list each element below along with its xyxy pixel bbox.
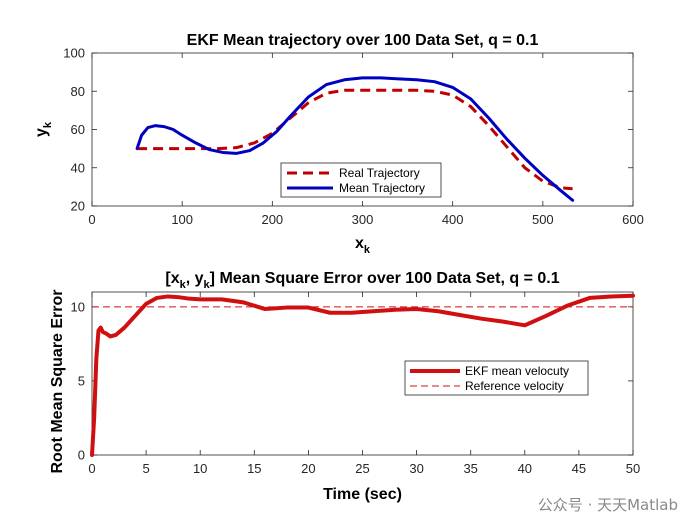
trajectory-y-tick-label: 40 xyxy=(71,160,85,175)
rmse-y-axis-label: Root Mean Square Error xyxy=(49,289,66,473)
trajectory-x-tick-label: 200 xyxy=(261,212,283,227)
legend-label-mean-trajectory: Mean Trajectory xyxy=(339,181,425,195)
rmse-title-part1: [x xyxy=(165,270,179,287)
trajectory-y-tick-label: 20 xyxy=(71,199,85,214)
trajectory-y-tick-label: 80 xyxy=(71,84,85,99)
trajectory-x-label-sub: k xyxy=(364,244,371,256)
rmse-x-axis-label: Time (sec) xyxy=(323,486,402,503)
rmse-y-tick-label: 5 xyxy=(78,373,85,388)
rmse-ticks: 0 5 10 15 20 25 30 35 40 45 50 0 5 10 xyxy=(71,292,640,476)
trajectory-y-tick-label: 60 xyxy=(71,122,85,137)
rmse-x-tick-label: 15 xyxy=(247,461,261,476)
trajectory-y-tick-label: 100 xyxy=(63,46,85,61)
trajectory-x-tick-label: 300 xyxy=(352,212,374,227)
trajectory-x-tick-label: 100 xyxy=(171,212,193,227)
series-line-mean-trajectory xyxy=(135,76,575,202)
trajectory-chart: 0 100 200 300 400 500 600 20 40 60 80 100 EKF Mean … xyxy=(33,32,644,256)
legend-label-ekf-mean-velocity: EKF mean velocuty xyxy=(465,364,569,378)
rmse-x-tick-label: 40 xyxy=(518,461,532,476)
trajectory-series xyxy=(135,76,575,202)
rmse-x-tick-label: 20 xyxy=(301,461,315,476)
rmse-title-part2: , y xyxy=(186,270,204,287)
trajectory-x-tick-label: 600 xyxy=(622,212,644,227)
trajectory-x-tick-label: 0 xyxy=(88,212,95,227)
rmse-title-sub1: k xyxy=(180,279,187,291)
rmse-x-tick-label: 10 xyxy=(193,461,207,476)
trajectory-x-tick-label: 400 xyxy=(442,212,464,227)
trajectory-x-label-base: x xyxy=(355,235,364,252)
trajectory-legend: Real Trajectory Mean Trajectory xyxy=(280,162,442,198)
rmse-x-tick-label: 25 xyxy=(355,461,369,476)
watermark-text: 公众号 · 天天Matlab xyxy=(537,496,678,514)
trajectory-x-axis-label: xk xyxy=(355,235,371,256)
series-line-ekf-mean-velocuty xyxy=(90,293,635,457)
trajectory-ticks: 0 100 200 300 400 500 600 20 40 60 80 100 xyxy=(63,46,644,228)
rmse-legend: EKF mean velocuty Reference velocity xyxy=(404,360,589,396)
rmse-x-tick-label: 35 xyxy=(463,461,477,476)
series-line-real-trajectory xyxy=(137,88,573,191)
legend-label-reference-velocity: Reference velocity xyxy=(465,379,564,393)
rmse-y-tick-label: 10 xyxy=(71,299,85,314)
trajectory-y-label-sub: k xyxy=(42,121,54,128)
rmse-x-tick-label: 5 xyxy=(142,461,149,476)
trajectory-x-tick-label: 500 xyxy=(532,212,554,227)
rmse-x-tick-label: 30 xyxy=(409,461,423,476)
legend-label-real-trajectory: Real Trajectory xyxy=(339,166,420,180)
rmse-title-part3: ] Mean Square Error over 100 Data Set, q… xyxy=(210,270,560,287)
trajectory-chart-title: EKF Mean trajectory over 100 Data Set, q… xyxy=(187,32,539,49)
rmse-series xyxy=(90,293,635,457)
rmse-title-sub2: k xyxy=(204,279,211,291)
trajectory-legend-box xyxy=(280,162,442,198)
trajectory-y-label-base: y xyxy=(33,128,50,137)
rmse-x-tick-label: 0 xyxy=(88,461,95,476)
rmse-x-tick-label: 45 xyxy=(572,461,586,476)
rmse-legend-box xyxy=(404,360,589,396)
rmse-x-tick-label: 50 xyxy=(626,461,640,476)
rmse-y-tick-label: 0 xyxy=(78,448,85,463)
rmse-chart-title: [xk, yk] Mean Square Error over 100 Data… xyxy=(165,270,559,291)
trajectory-y-axis-label: yk xyxy=(33,121,54,137)
